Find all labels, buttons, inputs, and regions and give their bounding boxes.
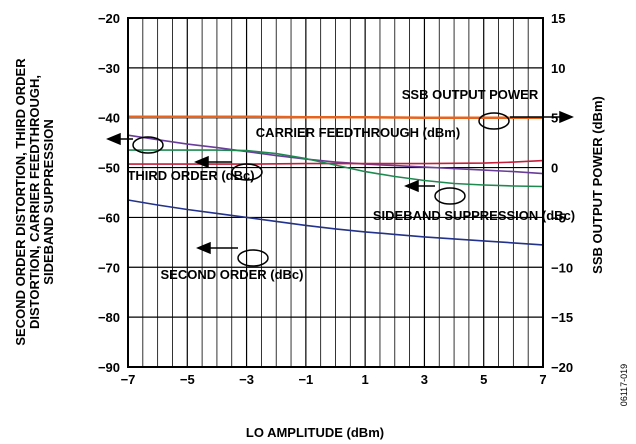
y-tick-label-right: 15 (551, 11, 565, 26)
y-tick-label-right: −5 (551, 210, 566, 225)
y-tick-label-right: −10 (551, 260, 573, 275)
annotation-second-order: SECOND ORDER (dBc) (160, 267, 303, 282)
annotation-third-order: THIRD ORDER (dBc) (127, 168, 254, 183)
callout-carrier-feedthrough (106, 132, 164, 154)
figure-id: 06117-019 (619, 364, 629, 406)
x-tick-label: −5 (180, 372, 195, 387)
annotation-ssb-output-power: SSB OUTPUT POWER (402, 87, 539, 102)
y-tick-label-left: −20 (98, 11, 120, 26)
x-tick-label: 7 (539, 372, 546, 387)
y-axis-title-right: SSB OUTPUT POWER (dBm) (590, 96, 605, 274)
annotation-sideband-suppression: SIDEBAND SUPPRESSION (dBc) (373, 208, 575, 223)
x-tick-label: −7 (121, 372, 136, 387)
y-axis-title-left-line-1: SECOND ORDER DISTORTION, THIRD ORDER (13, 58, 28, 346)
y-tick-label-left: −90 (98, 360, 120, 375)
y-tick-label-right: −20 (551, 360, 573, 375)
callout-ssb-output-power (478, 110, 574, 130)
y-axis-title-left-line-2: DISTORTION, CARRIER FEEDTHROUGH, (27, 75, 42, 329)
y-tick-label-left: −70 (98, 260, 120, 275)
callout-sideband-suppression (404, 179, 466, 205)
x-axis-title: LO AMPLITUDE (dBm) (246, 425, 384, 440)
y-tick-label-left: −40 (98, 111, 120, 126)
y-axis-title-left: SECOND ORDER DISTORTION, THIRD ORDER DIS… (13, 58, 56, 346)
grid (127, 17, 544, 368)
annotations: SSB OUTPUT POWER CARRIER FEEDTHROUGH (dB… (106, 87, 575, 282)
y-tick-label-right: 0 (551, 161, 558, 176)
series-line-sideband (128, 149, 544, 188)
x-tick-label: −1 (298, 372, 313, 387)
y-tick-label-right: 10 (551, 61, 565, 76)
x-tick-label: −3 (239, 372, 254, 387)
annotation-carrier-feedthrough: CARRIER FEEDTHROUGH (dBm) (256, 125, 460, 140)
y-tick-label-left: −80 (98, 310, 120, 325)
x-tick-label: 3 (421, 372, 428, 387)
y-tick-label-left: −30 (98, 61, 120, 76)
plot-frame (127, 17, 544, 368)
y-tick-label-left: −50 (98, 161, 120, 176)
y-tick-label-left: −60 (98, 210, 120, 225)
callout-second-order (196, 241, 269, 267)
x-tick-label: 5 (480, 372, 487, 387)
callout-third-order (194, 155, 263, 181)
tick-labels: −7 −5 −3 −1 1 3 5 7−90−80−70−60−50−40−30−20−20−… (98, 11, 573, 387)
x-tick-label: 1 (362, 372, 369, 387)
y-axis-title-left-line-3: SIDEBAND SUPPRESSION (41, 119, 56, 284)
series-line-ssb (128, 115, 543, 119)
y-tick-label-right: −15 (551, 310, 573, 325)
y-axis-title-right-text: SSB OUTPUT POWER (dBm) (590, 96, 605, 274)
figure-id-text: 06117-019 (619, 364, 629, 406)
series-line-carrier (127, 134, 544, 175)
series-line-second (127, 199, 544, 246)
y-tick-label-right: 5 (551, 111, 558, 126)
